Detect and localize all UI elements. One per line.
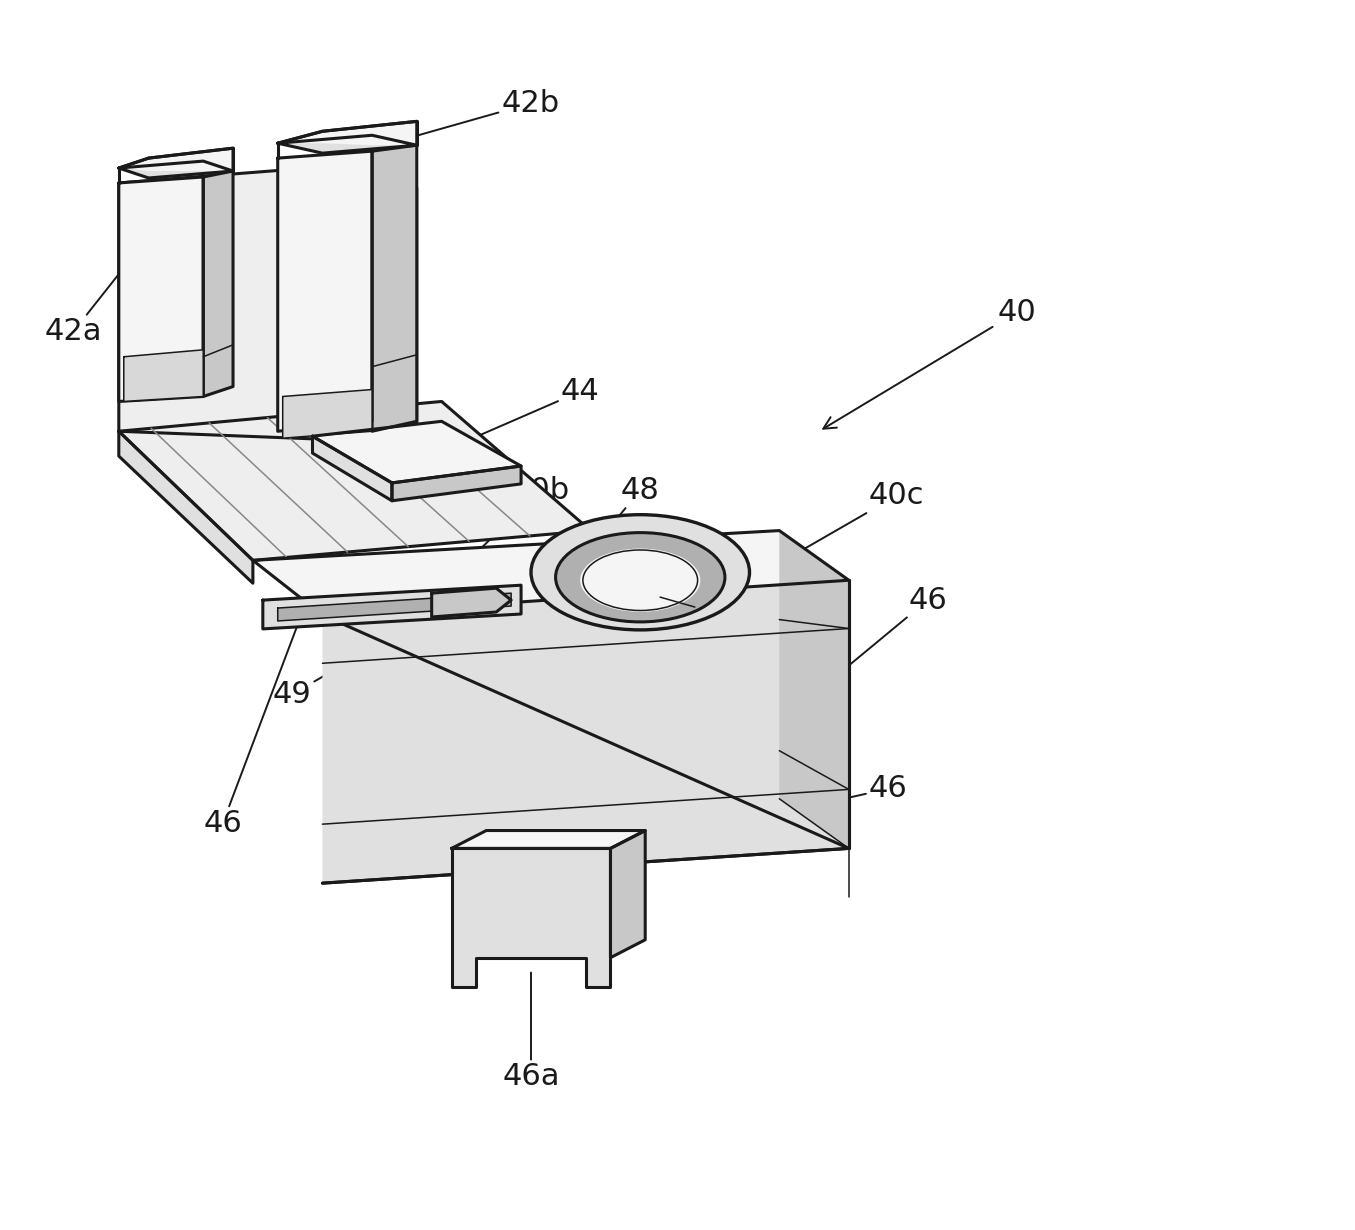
Text: 44: 44 [432, 378, 599, 456]
Polygon shape [611, 830, 645, 958]
Polygon shape [322, 581, 848, 883]
Polygon shape [119, 161, 233, 178]
Polygon shape [119, 401, 591, 561]
Polygon shape [392, 466, 522, 501]
Polygon shape [283, 390, 373, 438]
Polygon shape [278, 122, 417, 145]
Polygon shape [119, 148, 233, 171]
Polygon shape [119, 177, 203, 401]
Polygon shape [373, 145, 417, 432]
Polygon shape [451, 849, 611, 988]
Polygon shape [373, 164, 417, 456]
Polygon shape [203, 171, 233, 396]
Ellipse shape [580, 549, 701, 611]
Text: 49: 49 [272, 610, 436, 708]
Text: 40: 40 [824, 298, 1037, 429]
Text: 46: 46 [203, 625, 298, 838]
Text: 46: 46 [844, 585, 947, 669]
Ellipse shape [531, 514, 749, 630]
Text: 46: 46 [600, 775, 908, 854]
Polygon shape [278, 151, 373, 432]
Text: 46a: 46a [503, 973, 560, 1091]
Polygon shape [253, 530, 848, 615]
Text: 40b: 40b [432, 476, 569, 597]
Text: 48: 48 [581, 476, 660, 562]
Text: 42b: 42b [362, 89, 560, 151]
Text: 42a: 42a [45, 232, 152, 347]
Text: 40a: 40a [293, 481, 394, 530]
Polygon shape [313, 422, 522, 483]
Polygon shape [123, 349, 203, 401]
Polygon shape [432, 588, 511, 617]
Text: 40c: 40c [785, 481, 924, 561]
Polygon shape [263, 585, 522, 629]
Polygon shape [278, 593, 511, 621]
Polygon shape [779, 530, 848, 849]
Polygon shape [313, 437, 392, 501]
Polygon shape [451, 830, 645, 849]
Polygon shape [278, 135, 417, 154]
Polygon shape [119, 164, 373, 442]
Ellipse shape [556, 534, 725, 622]
Polygon shape [119, 432, 253, 583]
